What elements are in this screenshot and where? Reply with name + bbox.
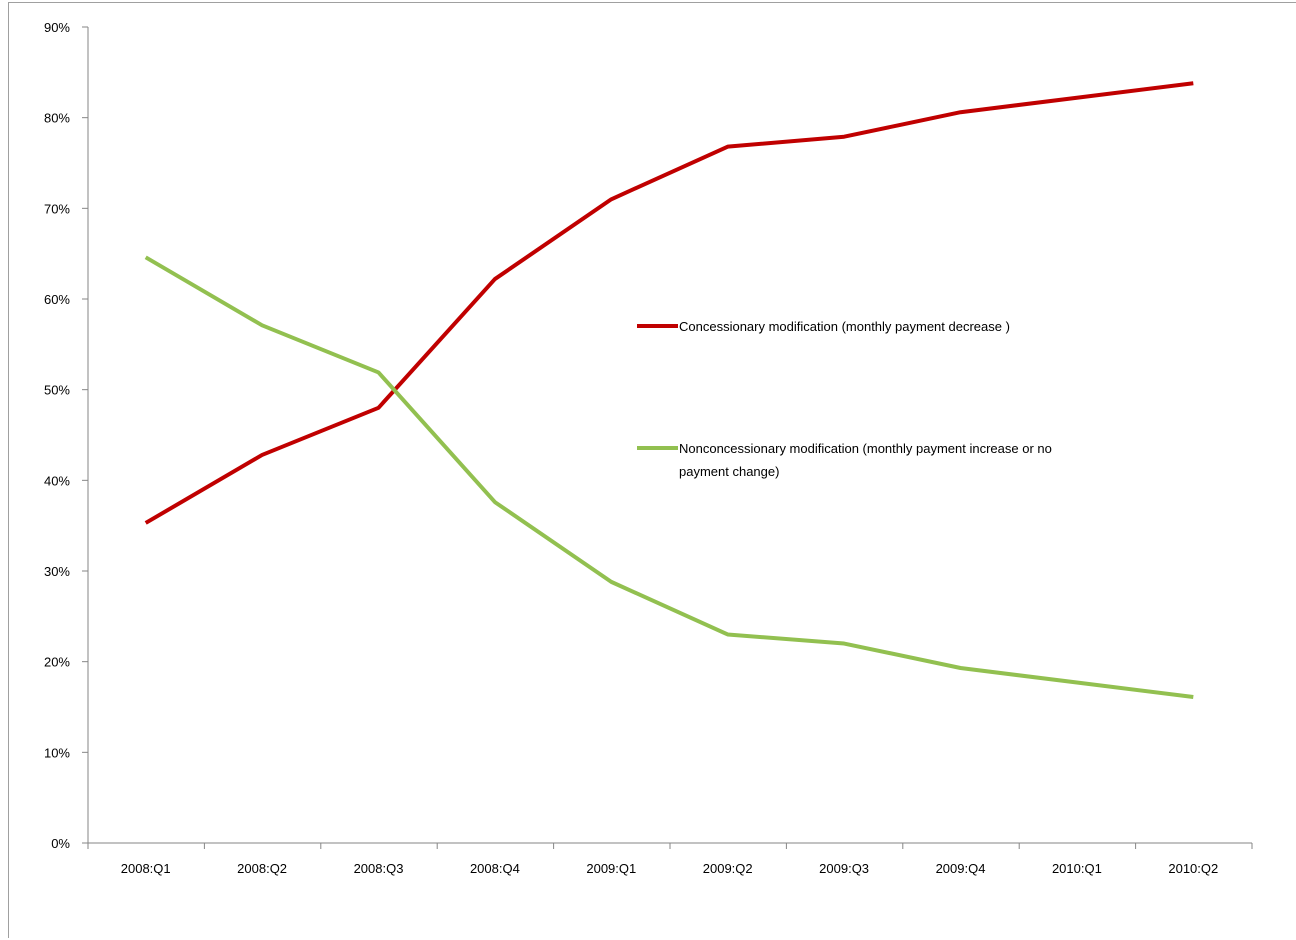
x-tick-label: 2008:Q4 (470, 861, 520, 876)
y-tick-label: 10% (44, 745, 70, 760)
y-tick-label: 40% (44, 473, 70, 488)
y-tick-label: 30% (44, 564, 70, 579)
legend-label: Nonconcessionary modification (monthly p… (679, 441, 1052, 456)
x-tick-label: 2009:Q4 (936, 861, 986, 876)
x-tick-label: 2009:Q3 (819, 861, 869, 876)
y-tick-label: 60% (44, 292, 70, 307)
y-tick-label: 20% (44, 655, 70, 670)
series-line-1 (144, 255, 1194, 700)
x-tick-label: 2009:Q2 (703, 861, 753, 876)
y-tick-label: 80% (44, 111, 70, 126)
series-line-0 (144, 81, 1194, 525)
x-tick-label: 2008:Q3 (354, 861, 404, 876)
chart-frame (8, 2, 1296, 938)
legend-label: Concessionary modification (monthly paym… (679, 319, 1010, 334)
y-tick-label: 90% (44, 20, 70, 35)
x-tick-label: 2009:Q1 (586, 861, 636, 876)
y-tick-label: 50% (44, 383, 70, 398)
y-tick-label: 0% (51, 836, 70, 851)
legend-label: payment change) (679, 464, 779, 479)
x-tick-label: 2008:Q1 (121, 861, 171, 876)
y-tick-label: 70% (44, 201, 70, 216)
x-tick-label: 2010:Q2 (1168, 861, 1218, 876)
x-tick-label: 2010:Q1 (1052, 861, 1102, 876)
x-tick-label: 2008:Q2 (237, 861, 287, 876)
